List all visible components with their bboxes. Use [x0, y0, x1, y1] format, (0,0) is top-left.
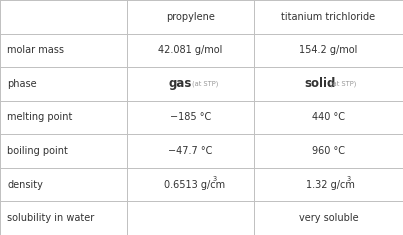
Text: molar mass: molar mass — [7, 45, 64, 55]
Text: 42.081 g/mol: 42.081 g/mol — [158, 45, 222, 55]
Text: −47.7 °C: −47.7 °C — [168, 146, 213, 156]
Text: −185 °C: −185 °C — [170, 113, 211, 122]
Text: 1.32 g/cm: 1.32 g/cm — [306, 180, 355, 190]
Text: 3: 3 — [213, 176, 217, 182]
Text: melting point: melting point — [7, 113, 73, 122]
Text: titanium trichloride: titanium trichloride — [281, 12, 376, 22]
Text: boiling point: boiling point — [7, 146, 68, 156]
Text: (at STP): (at STP) — [330, 81, 357, 87]
Text: 440 °C: 440 °C — [312, 113, 345, 122]
Text: 154.2 g/mol: 154.2 g/mol — [299, 45, 357, 55]
Text: solubility in water: solubility in water — [7, 213, 95, 223]
Text: (at STP): (at STP) — [193, 81, 219, 87]
Text: 960 °C: 960 °C — [312, 146, 345, 156]
Text: very soluble: very soluble — [299, 213, 358, 223]
Text: gas: gas — [168, 77, 192, 90]
Text: solid: solid — [304, 77, 336, 90]
Text: phase: phase — [7, 79, 37, 89]
Text: 3: 3 — [347, 176, 351, 182]
Text: propylene: propylene — [166, 12, 215, 22]
Text: 0.6513 g/cm: 0.6513 g/cm — [164, 180, 225, 190]
Text: density: density — [7, 180, 43, 190]
